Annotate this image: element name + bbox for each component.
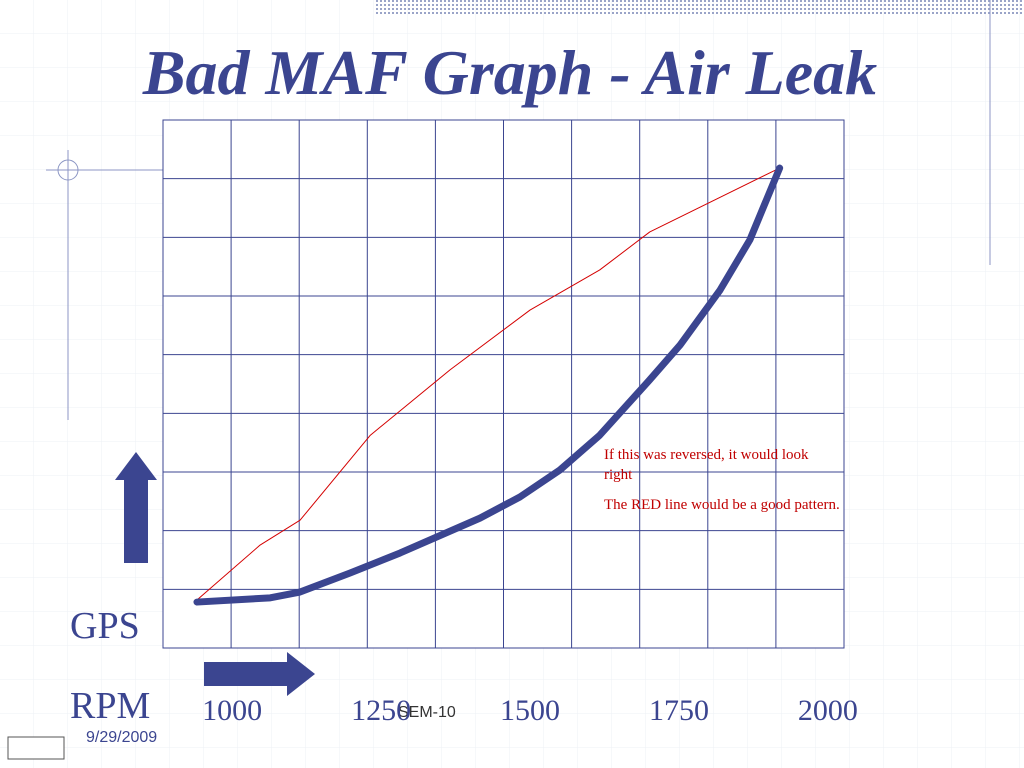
top-band [376, 0, 1024, 16]
deco-circle [57, 159, 79, 181]
data-line [196, 167, 781, 601]
grid [163, 120, 844, 648]
annotation: If this was reversed, it would look right [604, 447, 809, 483]
x-tick-label: 1000 [202, 694, 262, 727]
right-arrow [204, 652, 315, 696]
annotation: The RED line would be a good pattern. [604, 497, 840, 513]
nav-button[interactable] [7, 736, 65, 760]
x-tick-label: 1250 [351, 694, 411, 727]
x-tick-label: 1750 [649, 694, 709, 727]
data-line [193, 164, 784, 606]
x-tick-label: 1500 [500, 694, 560, 727]
up-arrow [115, 452, 157, 563]
footer-center: SEM-10 [398, 704, 456, 721]
x-axis-label: RPM [70, 685, 150, 727]
title: Bad MAF Graph - Air Leak [142, 37, 877, 108]
x-tick-label: 2000 [798, 694, 858, 727]
plot [193, 164, 784, 606]
y-axis-label: GPS [70, 605, 140, 647]
footer-date: 9/29/2009 [86, 729, 157, 746]
